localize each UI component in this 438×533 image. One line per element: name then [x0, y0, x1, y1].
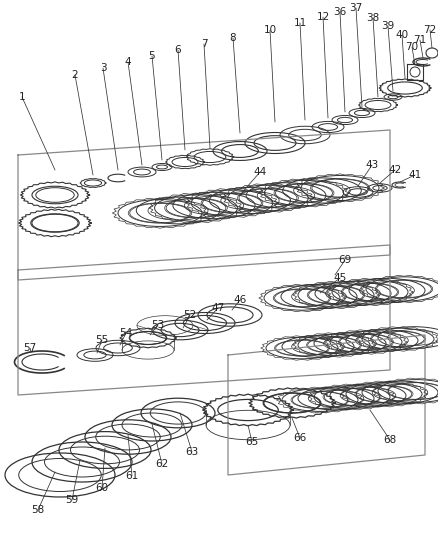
- Text: 69: 69: [338, 255, 351, 265]
- Text: 4: 4: [124, 57, 131, 67]
- Text: 53: 53: [151, 320, 164, 330]
- Text: 71: 71: [413, 35, 426, 45]
- Text: 47: 47: [211, 303, 224, 313]
- Text: 39: 39: [381, 21, 394, 31]
- Text: 61: 61: [125, 471, 138, 481]
- Text: 54: 54: [119, 328, 132, 338]
- Text: 7: 7: [200, 39, 207, 49]
- Text: 40: 40: [395, 30, 408, 40]
- Text: 10: 10: [263, 25, 276, 35]
- Text: 38: 38: [366, 13, 379, 23]
- Text: 72: 72: [422, 25, 436, 35]
- Text: 60: 60: [95, 483, 108, 493]
- Text: 66: 66: [293, 433, 306, 443]
- Text: 59: 59: [65, 495, 78, 505]
- Text: 42: 42: [388, 165, 401, 175]
- Text: 2: 2: [71, 70, 78, 80]
- Text: 5: 5: [148, 51, 155, 61]
- Text: 8: 8: [229, 33, 236, 43]
- Text: 52: 52: [183, 310, 196, 320]
- Text: 62: 62: [155, 459, 168, 469]
- Text: 58: 58: [31, 505, 45, 515]
- Text: 37: 37: [349, 3, 362, 13]
- Text: 63: 63: [185, 447, 198, 457]
- Text: 44: 44: [253, 167, 266, 177]
- Text: 1: 1: [19, 92, 25, 102]
- Text: 36: 36: [332, 7, 346, 17]
- Text: 55: 55: [95, 335, 108, 345]
- Text: 70: 70: [405, 42, 417, 52]
- Text: 12: 12: [316, 12, 329, 22]
- Text: 65: 65: [245, 437, 258, 447]
- Text: 46: 46: [233, 295, 246, 305]
- Text: 6: 6: [174, 45, 181, 55]
- Text: 3: 3: [99, 63, 106, 73]
- Text: 41: 41: [407, 170, 420, 180]
- Text: 43: 43: [364, 160, 378, 170]
- Text: 11: 11: [293, 18, 306, 28]
- Text: 57: 57: [23, 343, 36, 353]
- Text: 68: 68: [382, 435, 396, 445]
- Text: 45: 45: [332, 273, 346, 283]
